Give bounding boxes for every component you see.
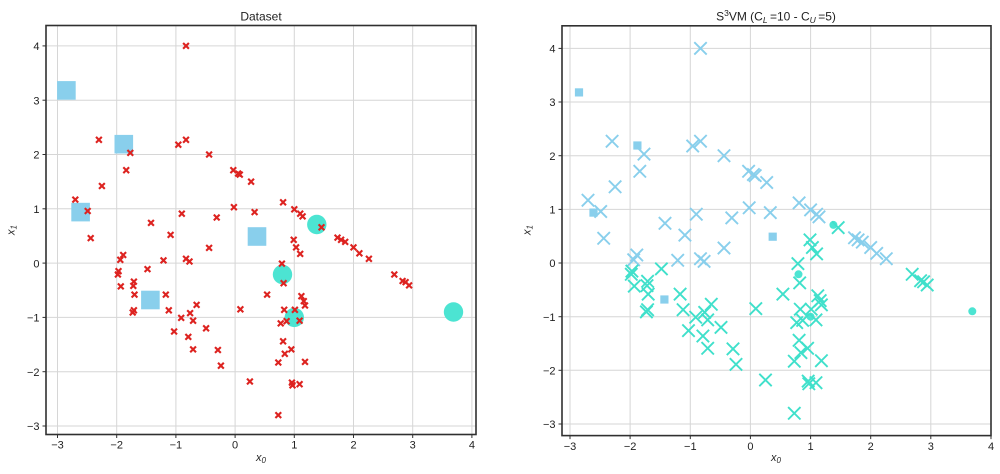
svg-text:0: 0 bbox=[33, 258, 39, 270]
svg-text:x0: x0 bbox=[770, 452, 782, 465]
svg-text:−3: −3 bbox=[27, 421, 40, 433]
svg-text:4: 4 bbox=[988, 441, 994, 453]
svg-text:x0: x0 bbox=[255, 452, 267, 465]
svg-text:1: 1 bbox=[549, 205, 555, 217]
svg-text:−1: −1 bbox=[170, 440, 183, 452]
svg-text:0: 0 bbox=[747, 441, 753, 453]
svg-text:−1: −1 bbox=[684, 441, 697, 453]
svg-text:Dataset: Dataset bbox=[240, 10, 282, 24]
svg-text:3: 3 bbox=[33, 95, 39, 107]
svg-text:x1: x1 bbox=[6, 225, 19, 236]
svg-text:2: 2 bbox=[868, 441, 874, 453]
svg-text:−1: −1 bbox=[543, 312, 556, 324]
svg-text:−3: −3 bbox=[564, 441, 577, 453]
svg-text:−3: −3 bbox=[51, 440, 64, 452]
svg-text:−2: −2 bbox=[543, 366, 556, 378]
svg-text:4: 4 bbox=[33, 41, 39, 53]
svg-text:−2: −2 bbox=[624, 441, 637, 453]
svg-text:2: 2 bbox=[549, 151, 555, 163]
svg-text:2: 2 bbox=[33, 150, 39, 162]
svg-text:3: 3 bbox=[549, 97, 555, 109]
svg-text:−1: −1 bbox=[27, 313, 40, 325]
svg-text:1: 1 bbox=[33, 204, 39, 216]
svg-text:0: 0 bbox=[549, 258, 555, 270]
svg-text:3: 3 bbox=[410, 440, 416, 452]
svg-text:1: 1 bbox=[291, 440, 297, 452]
svg-text:3: 3 bbox=[928, 441, 934, 453]
svg-text:0: 0 bbox=[232, 440, 238, 452]
svg-text:−2: −2 bbox=[110, 440, 123, 452]
svg-text:4: 4 bbox=[549, 44, 555, 56]
svg-text:−3: −3 bbox=[543, 419, 556, 431]
svg-text:1: 1 bbox=[808, 441, 814, 453]
svg-text:S3VM (CL =10 - CU =5): S3VM (CL =10 - CU =5) bbox=[716, 8, 836, 25]
svg-text:4: 4 bbox=[469, 440, 475, 452]
svg-text:x1: x1 bbox=[522, 225, 535, 236]
svg-text:2: 2 bbox=[350, 440, 356, 452]
svg-text:−2: −2 bbox=[27, 367, 40, 379]
